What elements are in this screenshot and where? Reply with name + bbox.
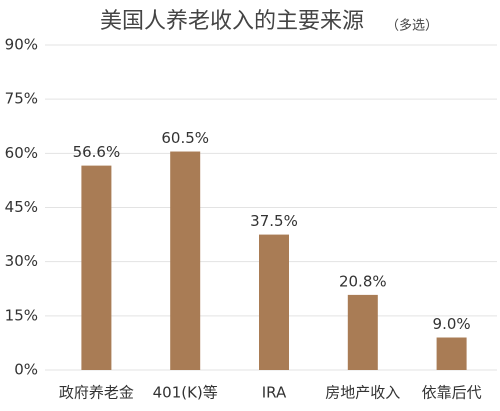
chart-subtitle: （多选） [386, 18, 438, 34]
bar [81, 165, 112, 370]
bar [170, 151, 201, 370]
chart-title: 美国人养老收入的主要来源 [100, 9, 364, 34]
y-tick-label: 60% [5, 144, 38, 162]
x-tick-label: 政府养老金 [59, 384, 134, 402]
x-tick-label: 依靠后代 [422, 384, 482, 402]
x-tick-label: IRA [262, 384, 287, 402]
bar [347, 294, 378, 370]
bar [436, 337, 467, 370]
data-label: 37.5% [250, 212, 298, 230]
data-label: 20.8% [339, 272, 387, 290]
data-label: 56.6% [73, 143, 121, 161]
y-tick-label: 90% [5, 36, 38, 54]
y-tick-label: 0% [14, 361, 38, 379]
data-label: 60.5% [161, 129, 209, 147]
data-label: 9.0% [433, 315, 471, 333]
y-tick-label: 45% [5, 198, 38, 216]
bar [259, 234, 289, 370]
x-tick-label: 401(K)等 [153, 384, 218, 402]
x-tick-label: 房地产收入 [325, 384, 400, 402]
y-tick-label: 30% [5, 252, 38, 270]
y-tick-label: 75% [5, 90, 38, 108]
y-tick-label: 15% [5, 306, 38, 324]
